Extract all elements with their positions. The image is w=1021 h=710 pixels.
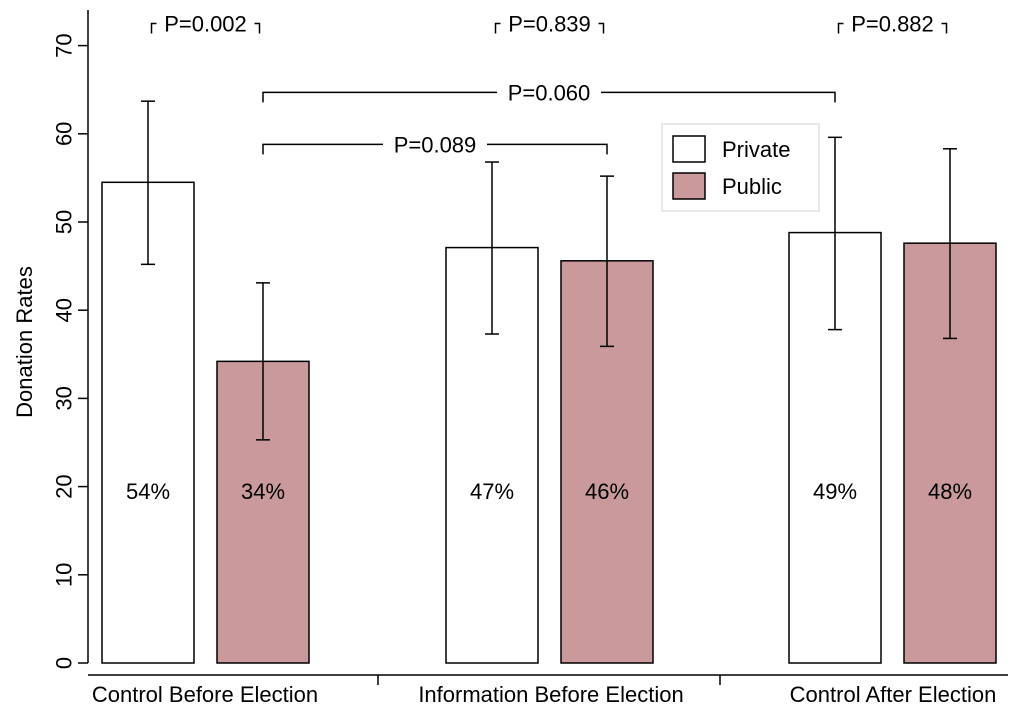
p-value-label: P=0.060 <box>508 80 591 105</box>
y-tick-label: 40 <box>52 298 77 322</box>
p-value-bracket-right <box>601 91 836 103</box>
x-category-label: Information Before Election <box>418 682 683 707</box>
y-axis: 0 10 20 30 40 50 60 70 Donation Rates <box>12 10 89 669</box>
p-value-annotations: P=0.002 P=0.839 P=0.882 P=0.060 P=0.089 <box>150 12 948 157</box>
bar-value-label: 54% <box>126 479 170 504</box>
bar-value-label: 34% <box>241 479 285 504</box>
x-category-labels: Control Before Election Information Befor… <box>92 675 996 707</box>
p-value-corner-right <box>598 22 605 34</box>
y-tick-label: 20 <box>52 474 77 498</box>
y-tick-label: 70 <box>52 33 77 57</box>
bars <box>101 181 997 664</box>
y-tick-label: 60 <box>52 122 77 146</box>
bar-value-label: 46% <box>585 479 629 504</box>
legend: Private Public <box>661 123 820 212</box>
y-tick-label: 0 <box>52 657 77 669</box>
p-value-corner-right <box>254 22 261 34</box>
y-tick-label: 10 <box>52 563 77 587</box>
bar-value-label: 49% <box>813 479 857 504</box>
x-axis: Control Before Election Information Befor… <box>88 674 1008 707</box>
legend-label-public: Public <box>722 174 782 199</box>
p-value-label: P=0.882 <box>851 12 934 37</box>
p-value-corner-left <box>494 22 501 34</box>
legend-label-private: Private <box>722 137 790 162</box>
legend-swatch-private <box>672 135 706 163</box>
p-value-label: P=0.002 <box>164 12 247 37</box>
p-value-bracket-left <box>262 91 497 103</box>
p-value-corner-left <box>150 22 157 34</box>
p-value-bracket-left <box>262 143 383 155</box>
p-value-bracket-right <box>487 143 608 155</box>
x-category-label: Control Before Election <box>92 682 318 707</box>
bar-value-label: 47% <box>470 479 514 504</box>
x-category-label: Control After Election <box>790 682 997 707</box>
bar-value-label: 48% <box>928 479 972 504</box>
legend-swatch-public <box>672 172 706 200</box>
bar-value-labels: 54% 47% 49% 34% 46% 48% <box>126 479 972 504</box>
p-value-label: P=0.089 <box>394 132 477 157</box>
p-value-corner-left <box>837 22 844 34</box>
y-tick-label: 30 <box>52 386 77 410</box>
p-value-label: P=0.839 <box>508 12 591 37</box>
y-tick-label: 50 <box>52 210 77 234</box>
y-axis-title: Donation Rates <box>12 266 37 418</box>
error-bars <box>141 100 957 441</box>
y-ticks: 0 10 20 30 40 50 60 70 <box>52 33 88 669</box>
p-value-corner-right <box>941 22 948 34</box>
